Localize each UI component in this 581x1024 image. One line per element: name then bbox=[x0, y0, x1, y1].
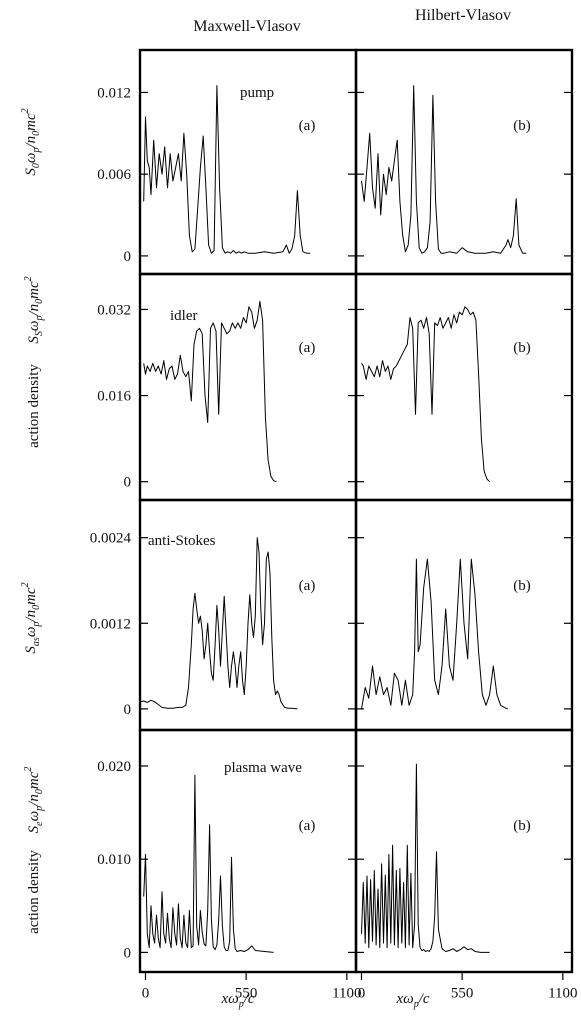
panel-letter-pump-b: (b) bbox=[513, 118, 531, 134]
panel-letter-pump-a: (a) bbox=[299, 118, 316, 134]
ylabel-pump: S0ωp/n0mc2 bbox=[20, 108, 42, 175]
ytick-label-pump-2: 0.012 bbox=[97, 85, 131, 101]
xtick-label-c0-1: 550 bbox=[235, 986, 258, 1002]
series-line-idler-a bbox=[143, 300, 277, 483]
ytick-label-anti-stokes-0: 0 bbox=[124, 702, 132, 718]
ytick-label-pump-0: 0 bbox=[124, 249, 132, 265]
row-tag-plasma-wave: plasma wave bbox=[224, 760, 302, 776]
xtick-label-c0-2: 1100 bbox=[332, 986, 361, 1002]
column-title-maxwell-vlasov: Maxwell-Vlasov bbox=[193, 18, 301, 35]
series-line-pump-a bbox=[143, 85, 311, 254]
row-tag-pump: pump bbox=[240, 85, 274, 101]
panel-letter-plasma-wave-b: (b) bbox=[513, 818, 531, 834]
shared-ylabel-lower: action density bbox=[26, 850, 42, 934]
panel-frame-idler-b bbox=[354, 272, 574, 502]
row-tag-anti-stokes: anti-Stokes bbox=[148, 533, 216, 549]
plot-layer: 0 0.006 0.012 pump (a) (b) 0 0.016 0.032 idler (a)… bbox=[90, 48, 578, 1002]
series-line-plasma-wave-a bbox=[143, 774, 274, 953]
ytick-label-pump-1: 0.006 bbox=[97, 167, 131, 183]
xtick-label-c1-1: 550 bbox=[451, 986, 474, 1002]
ytick-label-idler-2: 0.032 bbox=[97, 302, 131, 318]
ylabel-plasma-wave: Seωp/n0mc2 bbox=[23, 767, 45, 834]
ylabel-idler: SSωp/n0mc2 bbox=[23, 276, 45, 343]
ylabel-anti-stokes: Sasωp/n0mc2 bbox=[20, 582, 42, 653]
series-line-pump-b bbox=[361, 85, 527, 254]
series-line-anti-stokes-a bbox=[139, 537, 298, 710]
ytick-label-anti-stokes-2: 0.0024 bbox=[90, 531, 132, 547]
ytick-label-idler-1: 0.016 bbox=[97, 389, 131, 405]
panel-letter-plasma-wave-a: (a) bbox=[299, 818, 316, 834]
panel-letter-idler-a: (a) bbox=[299, 340, 316, 356]
ytick-label-idler-0: 0 bbox=[124, 475, 132, 491]
xtick-label-c1-0: 0 bbox=[358, 986, 366, 1002]
row-tag-idler: idler bbox=[170, 308, 198, 324]
xtick-label-c1-2: 1100 bbox=[548, 986, 577, 1002]
ytick-label-plasma-wave-0: 0 bbox=[124, 945, 132, 961]
ytick-label-plasma-wave-2: 0.020 bbox=[97, 759, 131, 775]
panel-frame-plasma-wave-b bbox=[354, 728, 574, 974]
shared-ylabel-upper: action density bbox=[26, 364, 42, 448]
panel-letter-anti-stokes-a: (a) bbox=[299, 578, 316, 594]
ytick-label-plasma-wave-1: 0.010 bbox=[97, 852, 131, 868]
xlabel-right: xωp/c bbox=[395, 991, 429, 1010]
xtick-label-c0-0: 0 bbox=[142, 986, 150, 1002]
panel-frame-pump-b bbox=[354, 48, 574, 276]
ytick-label-anti-stokes-1: 0.0012 bbox=[90, 616, 131, 632]
panel-frame-pump-a bbox=[138, 48, 358, 276]
panel-letter-anti-stokes-b: (b) bbox=[513, 578, 531, 594]
xlabel-left: xωp/c bbox=[220, 991, 254, 1010]
series-line-plasma-wave-b bbox=[361, 763, 490, 953]
series-line-idler-b bbox=[361, 306, 490, 483]
series-line-anti-stokes-b bbox=[361, 558, 509, 710]
column-title-hilbert-vlasov: Hilbert-Vlasov bbox=[415, 7, 511, 24]
panel-letter-idler-b: (b) bbox=[513, 340, 531, 356]
